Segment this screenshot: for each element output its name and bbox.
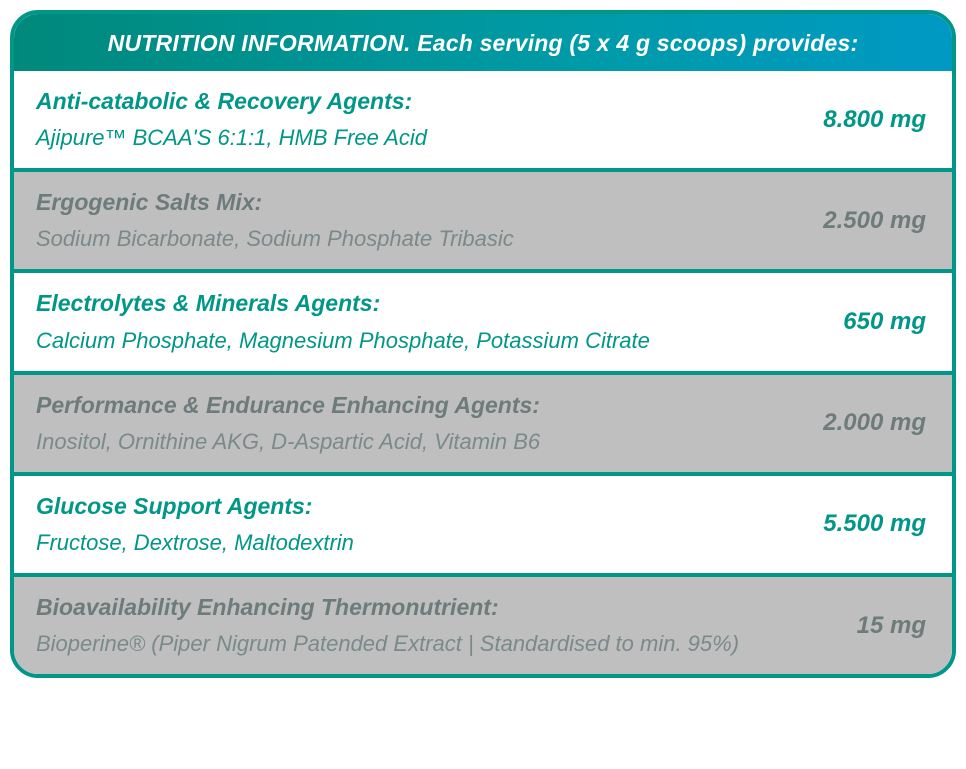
table-row: Anti-catabolic & Recovery Agents: Ajipur…: [14, 71, 952, 172]
row-title: Electrolytes & Minerals Agents:: [36, 287, 803, 319]
row-amount: 2.500 mg: [803, 207, 926, 235]
row-desc: Ajipure™ BCAA'S 6:1:1, HMB Free Acid: [36, 121, 783, 154]
row-title: Glucose Support Agents:: [36, 490, 783, 522]
row-desc: Inositol, Ornithine AKG, D-Aspartic Acid…: [36, 425, 783, 458]
row-amount: 5.500 mg: [803, 510, 926, 538]
row-title: Ergogenic Salts Mix:: [36, 186, 783, 218]
row-desc: Calcium Phosphate, Magnesium Phosphate, …: [36, 324, 803, 357]
row-left: Performance & Endurance Enhancing Agents…: [36, 389, 803, 458]
row-amount: 15 mg: [837, 612, 926, 640]
row-desc: Fructose, Dextrose, Maltodextrin: [36, 526, 783, 559]
row-title: Performance & Endurance Enhancing Agents…: [36, 389, 783, 421]
table-row: Ergogenic Salts Mix: Sodium Bicarbonate,…: [14, 172, 952, 273]
table-row: Electrolytes & Minerals Agents: Calcium …: [14, 273, 952, 374]
panel-header: NUTRITION INFORMATION. Each serving (5 x…: [14, 14, 952, 71]
table-row: Performance & Endurance Enhancing Agents…: [14, 375, 952, 476]
row-title: Anti-catabolic & Recovery Agents:: [36, 85, 783, 117]
row-left: Glucose Support Agents: Fructose, Dextro…: [36, 490, 803, 559]
row-desc: Sodium Bicarbonate, Sodium Phosphate Tri…: [36, 222, 783, 255]
row-desc: Bioperine® (Piper Nigrum Patended Extrac…: [36, 627, 817, 660]
row-left: Ergogenic Salts Mix: Sodium Bicarbonate,…: [36, 186, 803, 255]
row-amount: 2.000 mg: [803, 409, 926, 437]
table-row: Glucose Support Agents: Fructose, Dextro…: [14, 476, 952, 577]
row-amount: 650 mg: [823, 308, 926, 336]
nutrition-panel: NUTRITION INFORMATION. Each serving (5 x…: [10, 10, 956, 678]
row-title: Bioavailability Enhancing Thermonutrient…: [36, 591, 817, 623]
row-left: Electrolytes & Minerals Agents: Calcium …: [36, 287, 823, 356]
row-left: Anti-catabolic & Recovery Agents: Ajipur…: [36, 85, 803, 154]
table-row: Bioavailability Enhancing Thermonutrient…: [14, 577, 952, 674]
row-amount: 8.800 mg: [803, 106, 926, 134]
row-left: Bioavailability Enhancing Thermonutrient…: [36, 591, 837, 660]
